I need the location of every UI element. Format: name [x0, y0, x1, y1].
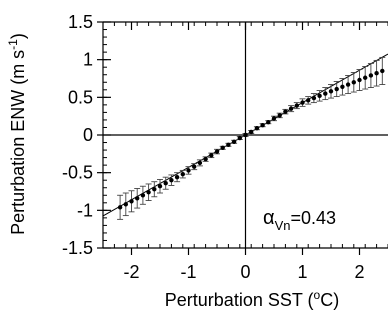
- data-point: [197, 160, 203, 166]
- x-tick-label: 0: [240, 262, 250, 282]
- data-point: [152, 187, 157, 192]
- data-point: [231, 139, 237, 144]
- y-tick-label: -1.5: [62, 238, 93, 258]
- data-point: [174, 174, 180, 180]
- data-point: [163, 181, 168, 186]
- data-point: [169, 178, 174, 183]
- data-point: [380, 68, 385, 74]
- data-point: [351, 80, 356, 85]
- axes-group: [97, 21, 388, 255]
- x-tick-label: 2: [354, 262, 364, 282]
- data-point: [249, 129, 254, 135]
- y-tick-label: 1.5: [68, 12, 93, 32]
- y-tick-label: 0.5: [68, 87, 93, 107]
- data-point: [340, 84, 345, 89]
- data-point: [214, 149, 220, 154]
- data-point: [357, 77, 362, 83]
- data-point: [186, 168, 191, 173]
- data-points-group: [117, 68, 385, 210]
- data-point: [123, 202, 128, 207]
- data-point: [374, 71, 379, 76]
- data-point: [368, 73, 374, 78]
- data-point: [243, 132, 248, 138]
- data-point: [135, 196, 140, 201]
- data-point: [311, 95, 317, 101]
- y-axis-label-end: ): [8, 33, 28, 39]
- data-point: [288, 106, 294, 111]
- x-axis-label: Perturbation SST (oC): [165, 288, 339, 310]
- y-axis-label: Perturbation ENW (m s-1): [6, 33, 28, 235]
- data-point: [306, 98, 311, 103]
- annotation-subscript: Vn: [275, 218, 291, 233]
- data-point: [117, 205, 123, 210]
- data-point: [271, 116, 277, 121]
- data-point: [192, 164, 197, 169]
- data-point: [283, 109, 288, 114]
- x-tick-label: -2: [123, 262, 139, 282]
- annotation-value: =0.43: [290, 208, 336, 228]
- data-point: [300, 100, 305, 105]
- data-point: [317, 93, 322, 99]
- x-tick-label: -1: [180, 262, 196, 282]
- data-point: [345, 82, 351, 87]
- data-point: [140, 193, 146, 198]
- data-point: [260, 123, 265, 128]
- data-point: [334, 86, 339, 92]
- data-point: [129, 199, 134, 204]
- y-tick-label: -0.5: [62, 163, 93, 183]
- data-point: [328, 89, 334, 94]
- y-axis-label-sup: -1: [6, 39, 20, 50]
- data-point: [266, 119, 271, 125]
- y-tick-label: 0: [83, 125, 93, 145]
- x-axis-label-sup: o: [314, 288, 321, 302]
- y-tick-label: -1: [77, 200, 93, 220]
- annotation-symbol: α: [263, 207, 275, 229]
- data-point: [363, 75, 368, 80]
- data-point: [254, 126, 260, 131]
- data-point: [323, 91, 328, 96]
- x-axis-label-unit: C): [320, 290, 339, 310]
- data-point: [146, 190, 151, 195]
- data-point: [226, 142, 231, 147]
- data-point: [209, 153, 214, 158]
- data-point: [180, 171, 185, 177]
- x-tick-label: 1: [297, 262, 307, 282]
- data-point: [294, 103, 299, 108]
- data-point: [237, 135, 242, 141]
- y-axis-label-main: Perturbation ENW (m s: [8, 50, 28, 235]
- error-bars-group: [117, 56, 386, 220]
- y-tick-label: 1: [83, 50, 93, 70]
- data-point: [157, 184, 163, 189]
- annotation-label: αVn=0.43: [263, 207, 336, 233]
- data-point: [203, 156, 208, 162]
- x-axis-label-main: Perturbation SST (: [165, 290, 314, 310]
- data-point: [277, 113, 282, 118]
- data-point: [220, 145, 225, 151]
- tick-labels-group: -2 -1 0 1 2 -1.5 -1 -0.5 0 0.5 1 1.5: [62, 12, 365, 282]
